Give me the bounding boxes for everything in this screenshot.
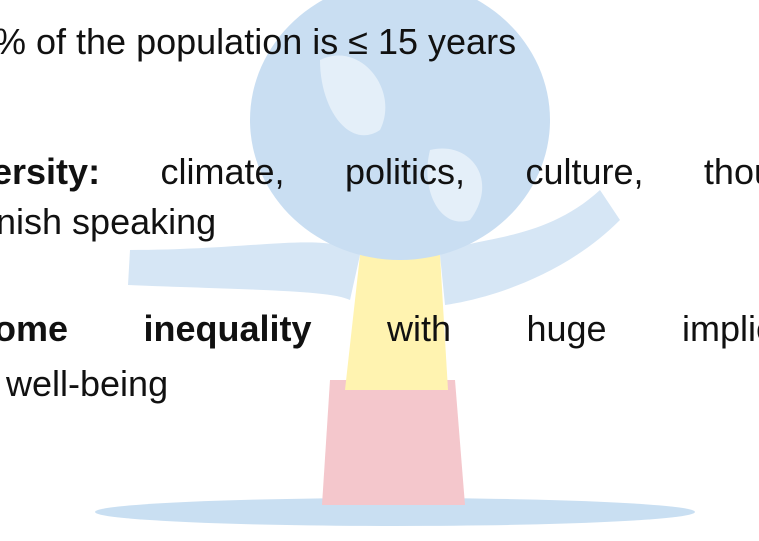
text-line: nish speaking [0, 200, 216, 244]
text-line: ome inequality with huge implic [0, 307, 759, 351]
text-line: % of the population is ≤ 15 years [0, 20, 516, 64]
line-text: climate, politics, culture, thou [100, 151, 759, 192]
text-line: ersity: climate, politics, culture, thou [0, 150, 759, 194]
bold-term: ome inequality [0, 308, 312, 349]
line-text: well-being [6, 363, 168, 404]
watermark-figure [0, 0, 759, 541]
line-text: with huge implic [312, 308, 759, 349]
slide: % of the population is ≤ 15 years ersity… [0, 0, 759, 541]
line-text: % of the population is ≤ 15 years [0, 21, 516, 62]
text-line: well-being [6, 362, 168, 406]
line-text: nish speaking [0, 201, 216, 242]
bold-term: ersity: [0, 151, 100, 192]
